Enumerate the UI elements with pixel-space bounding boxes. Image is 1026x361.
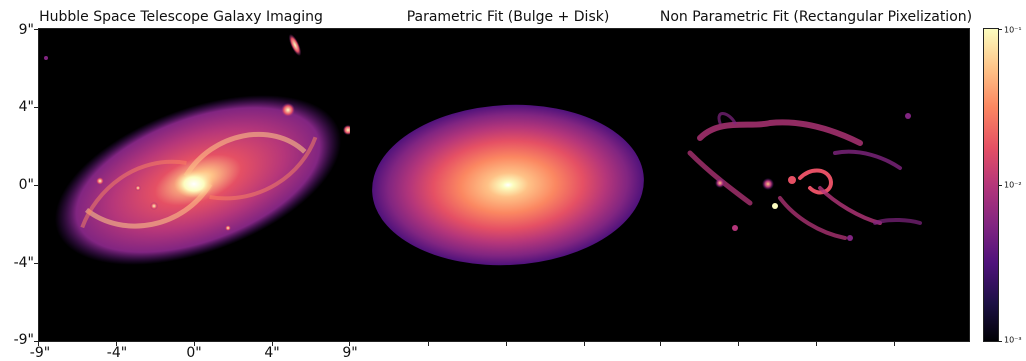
colorbar-label-top: 10⁻¹ — [1004, 25, 1022, 35]
x-tick-mark — [738, 342, 739, 346]
x-tick-mark — [116, 342, 117, 346]
panel-title-parametric: Parametric Fit (Bulge + Disk) — [406, 9, 610, 25]
y-tick-label: -4" — [13, 255, 34, 271]
y-tick-mark — [34, 341, 38, 342]
x-tick-mark — [894, 342, 895, 346]
x-tick-label: 4" — [264, 345, 280, 361]
parametric-fit-image — [372, 104, 644, 266]
colorbar-label-mid: 10⁻² — [1004, 180, 1022, 190]
y-tick-label: 0" — [18, 177, 34, 193]
colorbar-tick — [999, 29, 1002, 30]
panel-title-hubble: Hubble Space Telescope Galaxy Imaging — [39, 9, 323, 25]
y-tick-label: 9" — [18, 22, 34, 38]
y-tick-label: -9" — [13, 332, 34, 348]
parametric-fit-panel — [350, 28, 660, 342]
x-tick-mark — [38, 342, 39, 346]
hubble-image-panel — [38, 28, 350, 342]
x-tick-mark — [428, 342, 429, 346]
colorbar-tick — [999, 185, 1002, 186]
y-tick-mark — [34, 29, 38, 30]
x-tick-mark — [272, 342, 273, 346]
y-tick-mark — [34, 107, 38, 108]
nonparametric-fit-image — [687, 112, 922, 241]
y-tick-mark — [34, 185, 38, 186]
colorbar — [983, 28, 999, 342]
x-tick-label: -9" — [29, 345, 51, 361]
x-tick-label: 0" — [186, 345, 202, 361]
x-tick-label: -4" — [106, 345, 128, 361]
x-tick-mark — [349, 342, 350, 346]
y-tick-mark — [34, 263, 38, 264]
x-tick-mark — [506, 342, 507, 346]
x-tick-mark — [816, 342, 817, 346]
panel-title-nonparametric: Non Parametric Fit (Rectangular Pixeliza… — [659, 9, 973, 25]
nonparametric-fit-panel — [660, 28, 970, 342]
x-tick-label: 9" — [342, 345, 358, 361]
x-tick-mark — [660, 342, 661, 346]
y-tick-label: 4" — [18, 99, 34, 115]
colorbar-label-bottom: 10⁻³ — [1004, 335, 1022, 345]
x-tick-mark — [584, 342, 585, 346]
x-tick-mark — [194, 342, 195, 346]
colorbar-tick — [999, 341, 1002, 342]
hubble-galaxy-image — [44, 33, 350, 265]
